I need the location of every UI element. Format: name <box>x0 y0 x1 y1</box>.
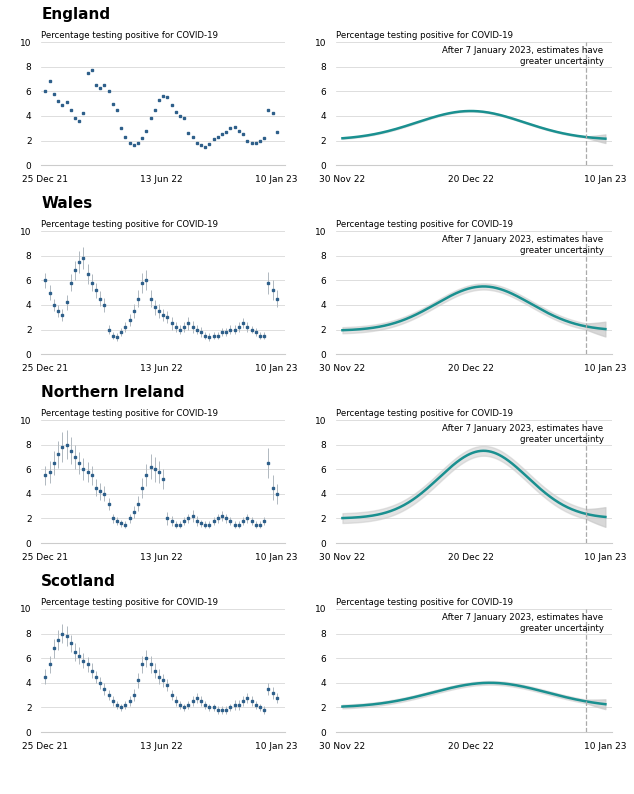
Text: Percentage testing positive for COVID-19: Percentage testing positive for COVID-19 <box>41 409 218 418</box>
Text: Percentage testing positive for COVID-19: Percentage testing positive for COVID-19 <box>336 598 513 607</box>
Text: Scotland: Scotland <box>41 574 116 589</box>
Text: Percentage testing positive for COVID-19: Percentage testing positive for COVID-19 <box>336 409 513 418</box>
Text: After 7 January 2023, estimates have
greater uncertainty: After 7 January 2023, estimates have gre… <box>443 424 604 444</box>
Text: England: England <box>41 7 110 22</box>
Text: After 7 January 2023, estimates have
greater uncertainty: After 7 January 2023, estimates have gre… <box>443 613 604 633</box>
Text: Northern Ireland: Northern Ireland <box>41 385 184 400</box>
Text: Percentage testing positive for COVID-19: Percentage testing positive for COVID-19 <box>41 220 218 229</box>
Text: Percentage testing positive for COVID-19: Percentage testing positive for COVID-19 <box>41 598 218 607</box>
Text: Percentage testing positive for COVID-19: Percentage testing positive for COVID-19 <box>336 31 513 40</box>
Text: Percentage testing positive for COVID-19: Percentage testing positive for COVID-19 <box>336 220 513 229</box>
Text: After 7 January 2023, estimates have
greater uncertainty: After 7 January 2023, estimates have gre… <box>443 235 604 255</box>
Text: After 7 January 2023, estimates have
greater uncertainty: After 7 January 2023, estimates have gre… <box>443 46 604 66</box>
Text: Percentage testing positive for COVID-19: Percentage testing positive for COVID-19 <box>41 31 218 40</box>
Text: Wales: Wales <box>41 196 93 211</box>
